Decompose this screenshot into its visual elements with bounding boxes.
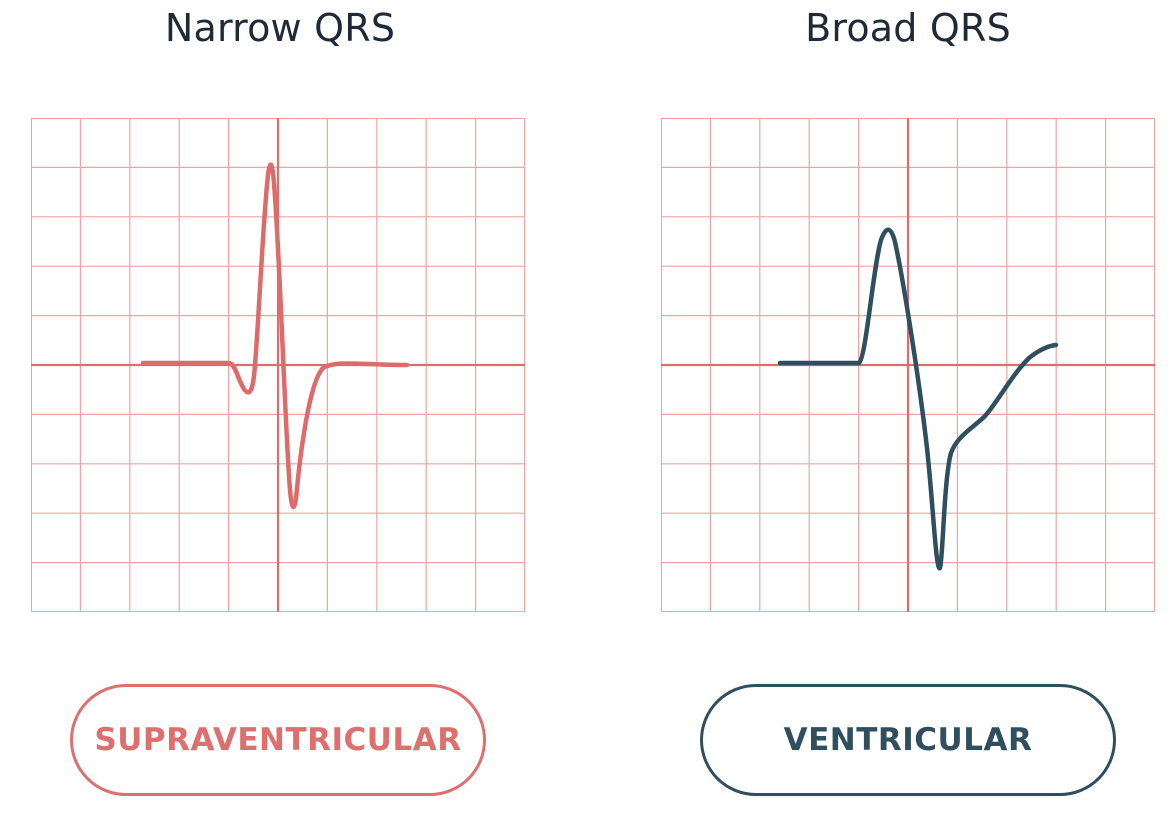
narrow-qrs-axes bbox=[31, 118, 525, 612]
broad-qrs-axes bbox=[661, 118, 1155, 612]
broad-qrs-ecg-svg bbox=[661, 118, 1155, 612]
supraventricular-button[interactable]: SUPRAVENTRICULAR bbox=[70, 684, 486, 796]
narrow-qrs-ecg-svg bbox=[31, 118, 525, 612]
broad-qrs-ecg-panel bbox=[661, 118, 1155, 612]
narrow-qrs-title: Narrow QRS bbox=[164, 6, 396, 50]
broad-qrs-waveform bbox=[777, 227, 1059, 571]
broad-qrs-title: Broad QRS bbox=[805, 6, 1011, 50]
ventricular-button[interactable]: VENTRICULAR bbox=[700, 684, 1116, 796]
narrow-qrs-waveform bbox=[140, 162, 410, 510]
narrow-qrs-ecg-panel bbox=[31, 118, 525, 612]
